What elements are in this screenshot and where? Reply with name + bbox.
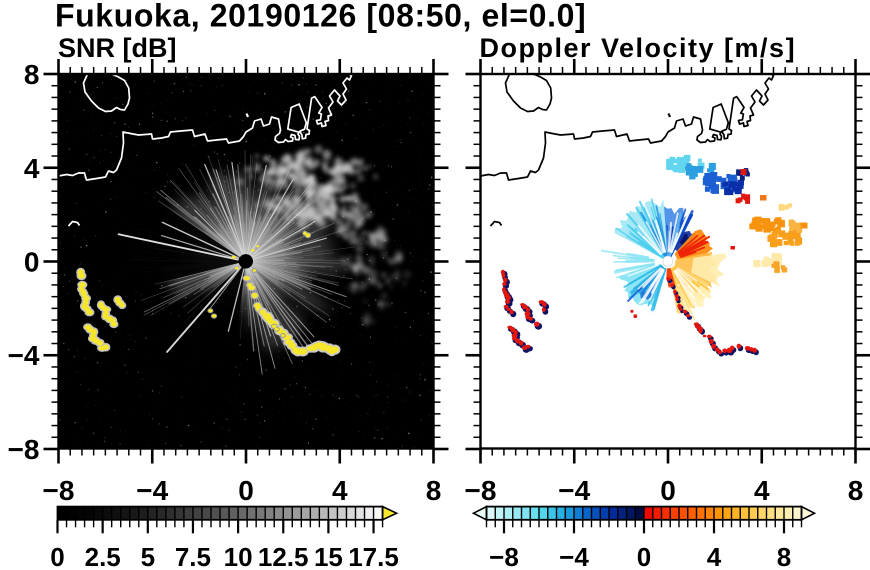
svg-text:0: 0 [660,475,676,506]
svg-text:−4: −4 [8,340,40,371]
svg-text:8: 8 [777,542,791,570]
svg-text:0: 0 [637,542,651,570]
svg-text:Doppler Velocity [m/s]: Doppler Velocity [m/s] [480,33,797,63]
svg-text:−8: −8 [8,434,40,465]
svg-text:−8: −8 [489,542,519,570]
svg-text:8: 8 [426,475,442,506]
svg-text:4: 4 [332,475,348,506]
svg-text:4: 4 [754,475,770,506]
svg-text:7.5: 7.5 [175,542,211,570]
svg-text:15: 15 [314,542,343,570]
svg-text:4: 4 [24,153,40,184]
svg-text:−8: −8 [43,475,75,506]
svg-text:8: 8 [24,59,40,90]
svg-text:0: 0 [24,247,40,278]
svg-text:5: 5 [141,542,155,570]
svg-text:4: 4 [707,542,722,570]
svg-text:Fukuoka, 20190126 [08:50, el=0: Fukuoka, 20190126 [08:50, el=0.0] [55,0,586,34]
svg-text:0: 0 [238,475,254,506]
svg-text:−4: −4 [136,475,168,506]
svg-text:2.5: 2.5 [85,542,121,570]
svg-text:10: 10 [224,542,253,570]
svg-text:−8: −8 [465,475,497,506]
svg-text:SNR [dB]: SNR [dB] [58,33,176,63]
svg-text:0: 0 [50,542,64,570]
svg-text:8: 8 [848,475,864,506]
svg-text:−4: −4 [558,475,590,506]
svg-text:17.5: 17.5 [348,542,399,570]
svg-text:−4: −4 [559,542,589,570]
svg-text:12.5: 12.5 [258,542,309,570]
